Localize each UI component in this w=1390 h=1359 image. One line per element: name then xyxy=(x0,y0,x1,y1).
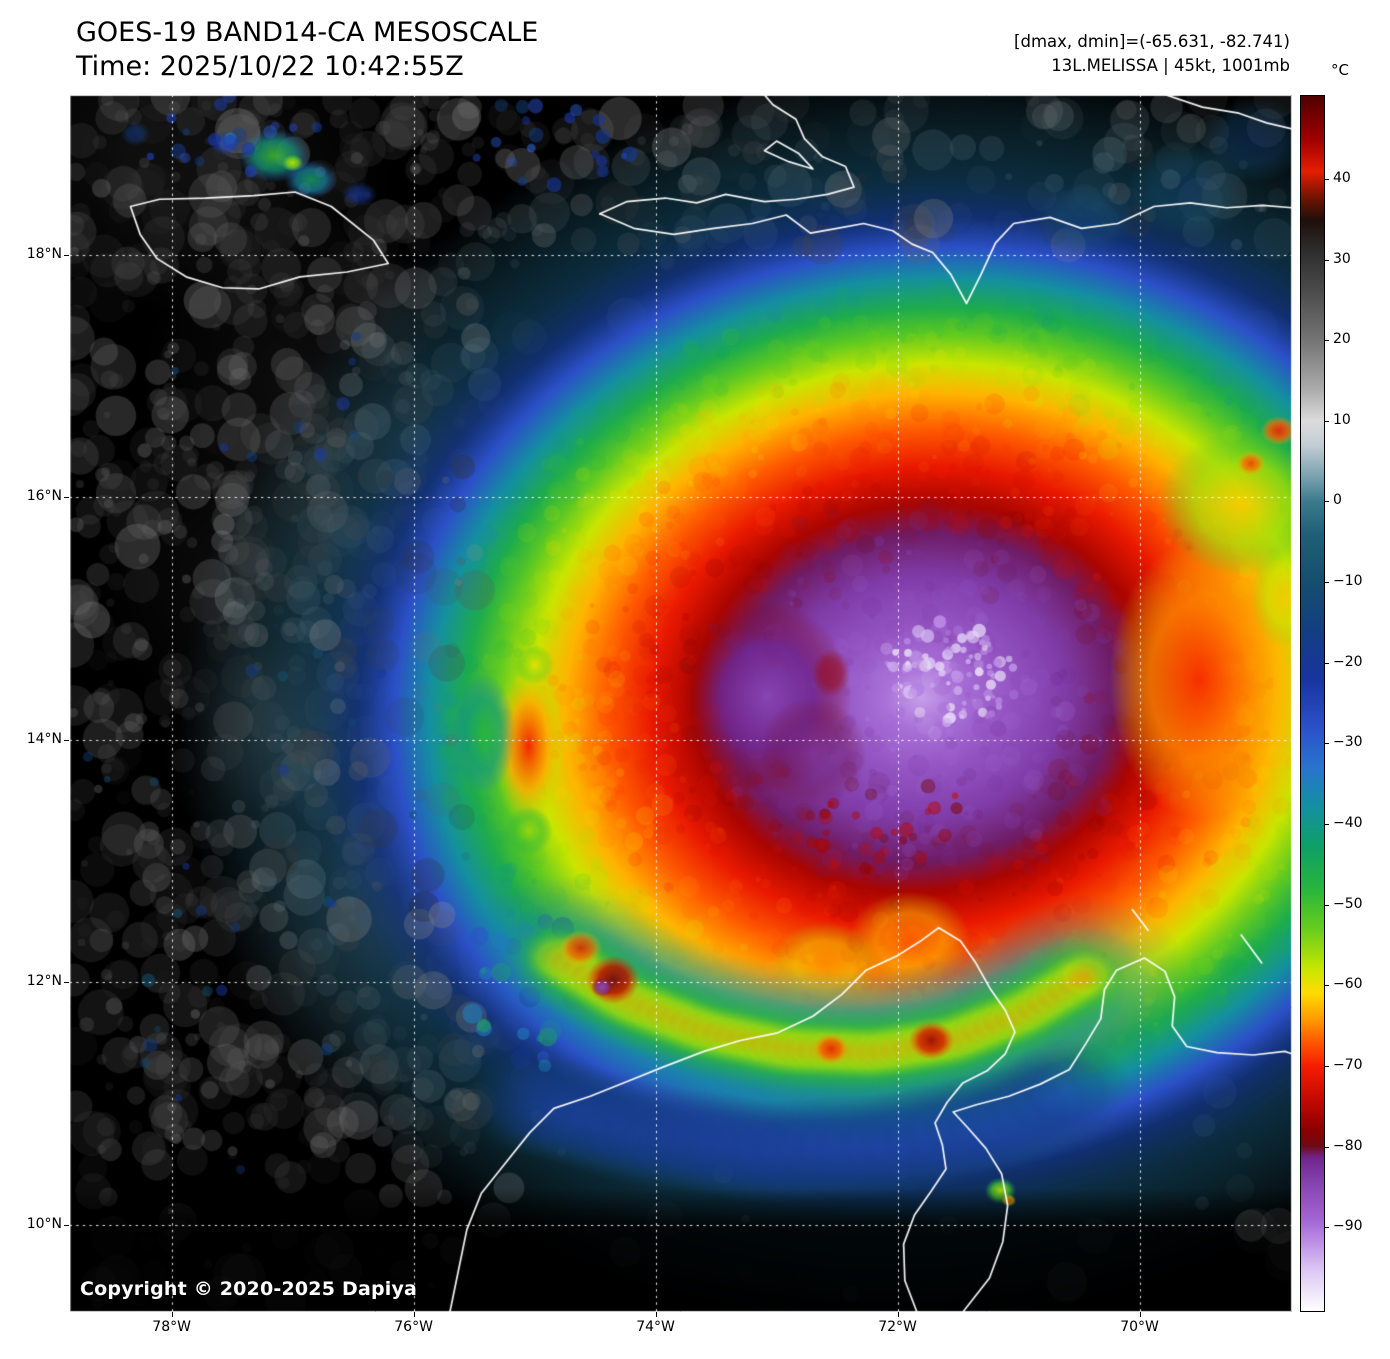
colorbar-tick-mark xyxy=(1325,420,1329,422)
colorbar-tick-label: −90 xyxy=(1333,1218,1363,1235)
colorbar-tick-label: −50 xyxy=(1333,895,1363,912)
lat-tick-mark xyxy=(64,255,69,256)
data-range-label: [dmax, dmin]=(-65.631, -82.741) xyxy=(1014,32,1290,51)
colorbar-tick-label: −80 xyxy=(1333,1137,1363,1154)
colorbar-tick-mark xyxy=(1325,582,1329,584)
colorbar-tick-mark xyxy=(1325,904,1329,906)
colorbar-tick-mark xyxy=(1325,1146,1329,1148)
product-title: GOES-19 BAND14-CA MESOSCALE xyxy=(76,17,539,48)
lat-tick-label: 12°N xyxy=(26,973,62,990)
lon-tick-mark xyxy=(655,1312,657,1317)
lat-tick-label: 18°N xyxy=(26,246,62,262)
copyright-text: Copyright © 2020-2025 Dapiya xyxy=(80,1278,418,1300)
colorbar-tick-label: 10 xyxy=(1333,411,1351,428)
colorbar-tick-mark xyxy=(1325,824,1329,826)
lat-tick-mark xyxy=(64,497,69,499)
colorbar-tick-mark xyxy=(1325,340,1329,342)
header-left: GOES-19 BAND14-CA MESOSCALE Time: 2025/1… xyxy=(76,16,538,84)
lon-tick-mark xyxy=(413,1312,415,1317)
colorbar-tick-mark xyxy=(1325,985,1329,987)
colorbar-tick-mark xyxy=(1325,501,1329,503)
lon-tick-mark xyxy=(1139,1312,1141,1317)
colorbar-tick-label: −10 xyxy=(1333,573,1363,590)
colorbar-tick-mark xyxy=(1325,1066,1329,1068)
lon-tick-label: 70°W xyxy=(1120,1319,1159,1335)
colorbar-gradient-bar xyxy=(1300,95,1325,1312)
map-plot: Copyright © 2020-2025 Dapiya xyxy=(70,95,1292,1312)
colorbar-tick-label: 30 xyxy=(1333,250,1351,267)
colorbar-tick-label: −60 xyxy=(1333,976,1363,993)
lon-tick-mark xyxy=(897,1312,899,1317)
colorbar-tick-label: 40 xyxy=(1333,169,1351,186)
colorbar-tick-label: −30 xyxy=(1333,734,1363,751)
lon-tick-label: 74°W xyxy=(636,1319,675,1335)
lat-tick-mark xyxy=(64,739,69,741)
product-time: Time: 2025/10/22 10:42:55Z xyxy=(76,50,464,82)
colorbar-tick-mark xyxy=(1325,662,1329,664)
lat-tick-mark xyxy=(64,982,69,984)
storm-info-label: 13L.MELISSA | 45kt, 1001mb xyxy=(1051,55,1290,75)
lon-tick-mark xyxy=(171,1312,173,1317)
lat-tick-mark xyxy=(64,1224,69,1226)
lat-tick-label: 16°N xyxy=(26,488,62,505)
lon-tick-label: 78°W xyxy=(152,1319,191,1335)
colorbar-tick-label: −40 xyxy=(1333,815,1363,832)
colorbar-tick-label: −20 xyxy=(1333,653,1363,670)
satellite-image-canvas xyxy=(70,95,1292,1312)
colorbar-tick-mark xyxy=(1325,178,1329,180)
colorbar-tick-label: 0 xyxy=(1333,492,1342,509)
lon-tick-label: 72°W xyxy=(878,1319,917,1335)
colorbar-tick-mark xyxy=(1325,743,1329,745)
lat-tick-label: 10°N xyxy=(26,1215,62,1232)
colorbar-unit-label: °C xyxy=(1331,61,1349,79)
colorbar-tick-label: −70 xyxy=(1333,1057,1363,1074)
lon-tick-label: 76°W xyxy=(394,1319,433,1335)
colorbar-tick-mark xyxy=(1325,1227,1329,1229)
lat-tick-label: 14°N xyxy=(26,730,62,747)
header-right: [dmax, dmin]=(-65.631, -82.741) 13L.MELI… xyxy=(1014,30,1290,78)
colorbar-tick-label: 20 xyxy=(1333,331,1351,348)
colorbar-tick-mark xyxy=(1325,259,1329,261)
